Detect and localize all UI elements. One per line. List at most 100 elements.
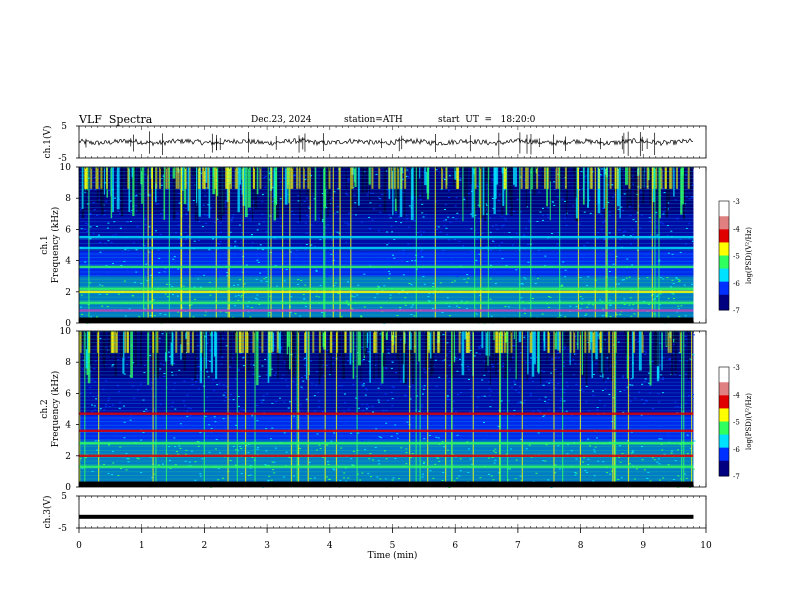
spectrogram-speckle: [99, 251, 102, 253]
spectrogram-speckle: [252, 364, 255, 366]
spectrogram-line: [79, 450, 694, 451]
spectrogram-speckle: [381, 194, 384, 196]
spectrogram-speckle: [442, 250, 445, 252]
spectrogram-speckle: [490, 475, 493, 477]
spectrogram-streak: [312, 167, 314, 194]
colorbar-swatch: [719, 270, 729, 274]
spectrogram-speckle: [197, 278, 200, 280]
colorbar-swatch: [719, 393, 729, 396]
spectrogram-speckle: [427, 367, 430, 369]
spectrogram-speckle: [667, 464, 670, 466]
spectrogram-speckle: [82, 433, 85, 435]
spectrogram-speckle: [95, 398, 98, 400]
spectrogram-speckle: [513, 380, 516, 382]
spectrogram-speckle: [492, 479, 495, 481]
spectrogram-speckle: [512, 420, 515, 422]
spectrogram-streak: [330, 331, 333, 353]
spectrogram-streak: [485, 331, 488, 356]
y-tick-label: 10: [60, 163, 72, 173]
spectrogram-speckle: [423, 461, 426, 463]
spectrogram-speckle: [377, 196, 380, 198]
spectrogram-speckle: [557, 383, 560, 385]
spectrogram-streak: [306, 167, 308, 195]
spectrogram-speckle: [223, 202, 226, 204]
spectrogram-streak: [589, 331, 592, 350]
spectrogram-line: [79, 374, 694, 376]
spectrogram-speckle: [541, 384, 544, 386]
spectrogram-speckle: [403, 422, 406, 424]
spectrogram-sferic: [559, 167, 561, 320]
spectrogram-streak: [157, 331, 160, 379]
spectrogram-speckle: [454, 411, 457, 413]
spectrogram-streak: [432, 331, 435, 353]
spectrogram-speckle: [195, 377, 198, 379]
spectrogram-speckle: [195, 357, 198, 359]
spectrogram-speckle: [184, 208, 187, 210]
spectrogram-speckle: [254, 297, 257, 299]
spectrogram-speckle: [619, 461, 622, 463]
spectrogram-speckle: [633, 478, 636, 480]
spectrogram-speckle: [177, 238, 180, 240]
spectrogram-speckle: [209, 360, 212, 362]
spectrogram-speckle: [399, 339, 402, 341]
spectrogram-speckle: [391, 398, 394, 400]
spectrogram-emission-band: [79, 290, 694, 293]
spectrogram-speckle: [93, 368, 96, 370]
spectrogram-speckle: [209, 207, 212, 209]
spectrogram-speckle: [580, 388, 583, 390]
spectrogram-speckle: [196, 345, 199, 347]
spectrogram-speckle: [535, 181, 538, 183]
spectrogram-speckle: [122, 188, 125, 190]
spectrogram-speckle: [362, 272, 365, 274]
spectrogram-streak: [373, 331, 375, 379]
spectrogram-speckle: [214, 421, 217, 423]
spectrogram-speckle: [307, 216, 310, 218]
spectrogram-speckle: [566, 444, 569, 446]
spectrogram-speckle: [138, 316, 141, 318]
spectrogram-sferic: [579, 331, 582, 484]
spectrogram-speckle: [454, 270, 457, 272]
spectrogram-streak: [653, 331, 657, 365]
spectrogram-speckle: [310, 244, 313, 246]
spectrogram-speckle: [607, 377, 610, 379]
spectrogram-speckle: [118, 407, 121, 409]
spectrogram-speckle: [507, 306, 510, 308]
spectrogram-streak: [555, 167, 558, 189]
spectrogram-speckle: [268, 312, 271, 314]
spectrogram-speckle: [674, 199, 677, 201]
spectrogram-speckle: [547, 399, 550, 401]
spectrogram-speckle: [132, 253, 135, 255]
spectrogram-speckle: [678, 375, 681, 377]
spectrogram-sferic: [155, 331, 157, 484]
spectrogram-speckle: [396, 433, 399, 435]
spectrogram-speckle: [304, 305, 307, 307]
spectrogram-line: [79, 171, 694, 172]
colorbar-swatch: [719, 218, 729, 222]
spectrogram-speckle: [641, 214, 644, 216]
spectrogram-streak: [305, 331, 308, 380]
spectrogram-speckle: [605, 276, 608, 278]
spectrogram-streak: [282, 331, 285, 337]
spectrogram-speckle: [510, 448, 513, 450]
spectrogram-speckle: [82, 228, 85, 230]
spectrogram-speckle: [485, 203, 488, 205]
spectrogram-speckle: [607, 201, 610, 203]
spectrogram-speckle: [372, 192, 375, 194]
spectrogram-line: [79, 335, 694, 336]
spectrogram-speckle: [485, 208, 488, 210]
spectrogram-speckle: [219, 273, 222, 275]
spectrogram-streak: [292, 331, 295, 369]
spectrogram-speckle: [143, 218, 146, 220]
spectrogram-speckle: [505, 265, 508, 267]
spectrogram-speckle: [123, 421, 126, 423]
spectrogram-speckle: [658, 438, 661, 440]
spectrogram-speckle: [86, 203, 89, 205]
spectrogram-speckle: [488, 388, 491, 390]
spectrogram-speckle: [407, 176, 410, 178]
spectrogram-speckle: [234, 245, 237, 247]
spectrogram-speckle: [304, 284, 307, 286]
spectrogram-speckle: [686, 436, 689, 438]
spectrogram-speckle: [79, 392, 82, 394]
spectrogram-streak: [321, 331, 325, 348]
spectrogram-speckle: [448, 239, 451, 241]
